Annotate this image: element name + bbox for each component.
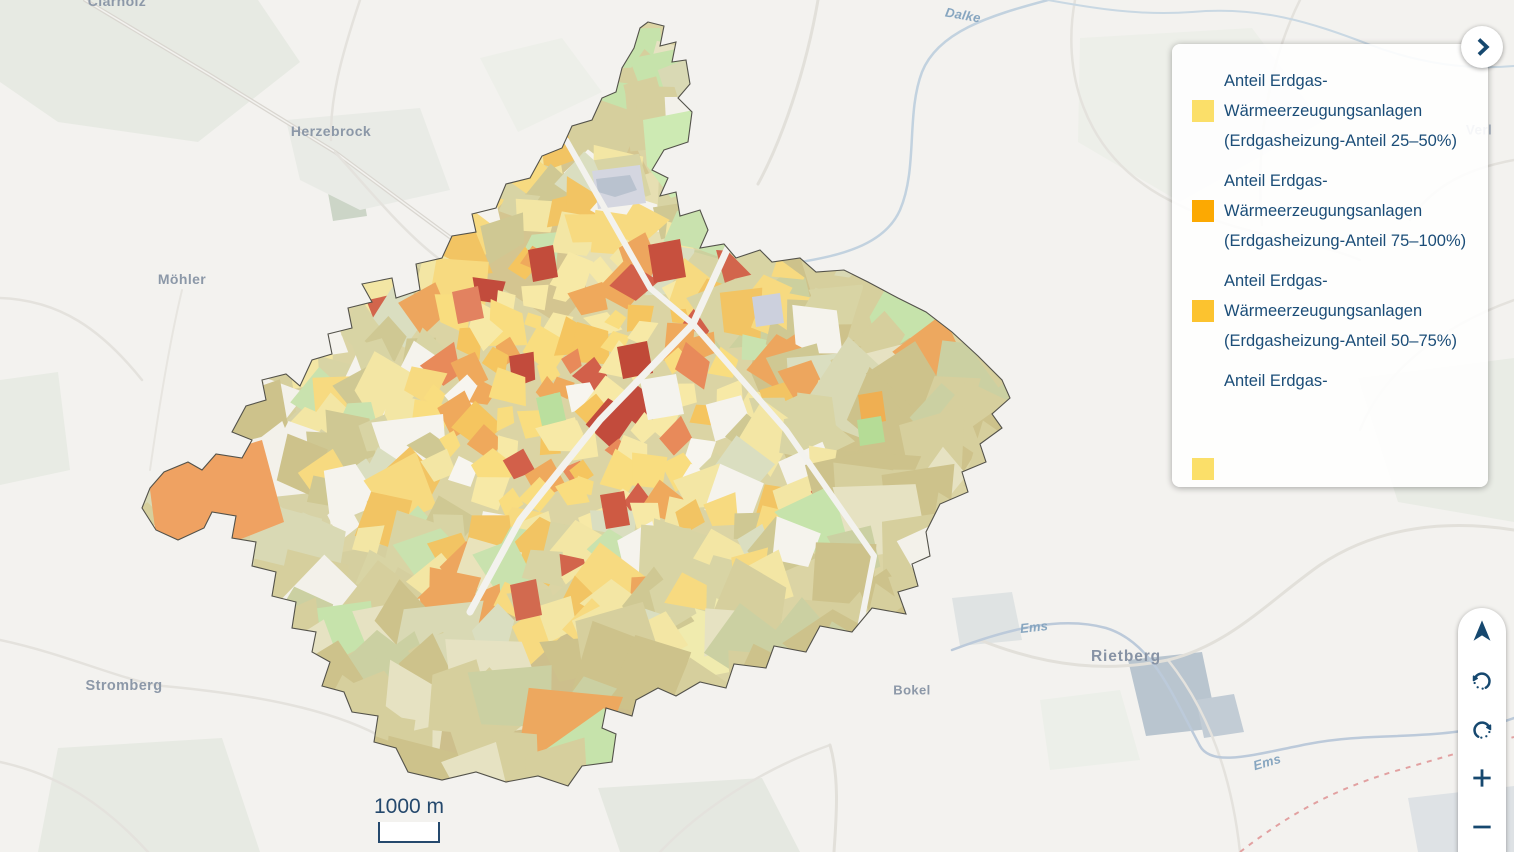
zoom-out-button[interactable]: [1459, 804, 1505, 850]
map-controls: [1458, 608, 1506, 852]
legend-panel: Anteil Erdgas-Wärmeerzeugungsanlagen (Er…: [1172, 44, 1488, 487]
scale-label: 1000 m: [373, 795, 445, 818]
compass-icon: [1473, 620, 1491, 641]
rotate-cw-icon: [1473, 721, 1492, 739]
rotate-ccw-icon: [1472, 672, 1491, 690]
rotate-ccw-button[interactable]: [1459, 657, 1505, 703]
legend-item: Anteil Erdgas-Wärmeerzeugungsanlagen (Er…: [1192, 66, 1468, 156]
collapse-panel-button[interactable]: [1461, 26, 1503, 68]
minus-icon: [1473, 825, 1491, 829]
legend-item-label: Anteil Erdgas-Wärmeerzeugungsanlagen (Er…: [1224, 272, 1457, 350]
rotate-cw-button[interactable]: [1459, 706, 1505, 752]
compass-button[interactable]: [1459, 608, 1505, 654]
scale-control: 1000 m: [346, 795, 472, 843]
legend-swatch-clipped: [1192, 458, 1214, 480]
scale-bar: [378, 822, 440, 843]
legend-swatch-yellow: [1192, 100, 1214, 122]
legend-item-label: Anteil Erdgas-Wärmeerzeugungsanlagen (Er…: [1224, 72, 1457, 150]
legend-item-label: Anteil Erdgas-Wärmeerzeugungsanlagen (Er…: [1224, 172, 1467, 250]
legend-swatch-orange: [1192, 200, 1214, 222]
chevron-right-icon: [1477, 38, 1490, 56]
legend-item-label: Anteil Erdgas-: [1224, 372, 1328, 390]
legend-swatch-amber: [1192, 300, 1214, 322]
zoom-in-button[interactable]: [1459, 755, 1505, 801]
plus-icon: [1473, 769, 1491, 787]
legend-item: Anteil Erdgas-Wärmeerzeugungsanlagen (Er…: [1192, 166, 1468, 256]
legend-item: Anteil Erdgas-: [1192, 366, 1468, 480]
legend-item: Anteil Erdgas-Wärmeerzeugungsanlagen (Er…: [1192, 266, 1468, 356]
